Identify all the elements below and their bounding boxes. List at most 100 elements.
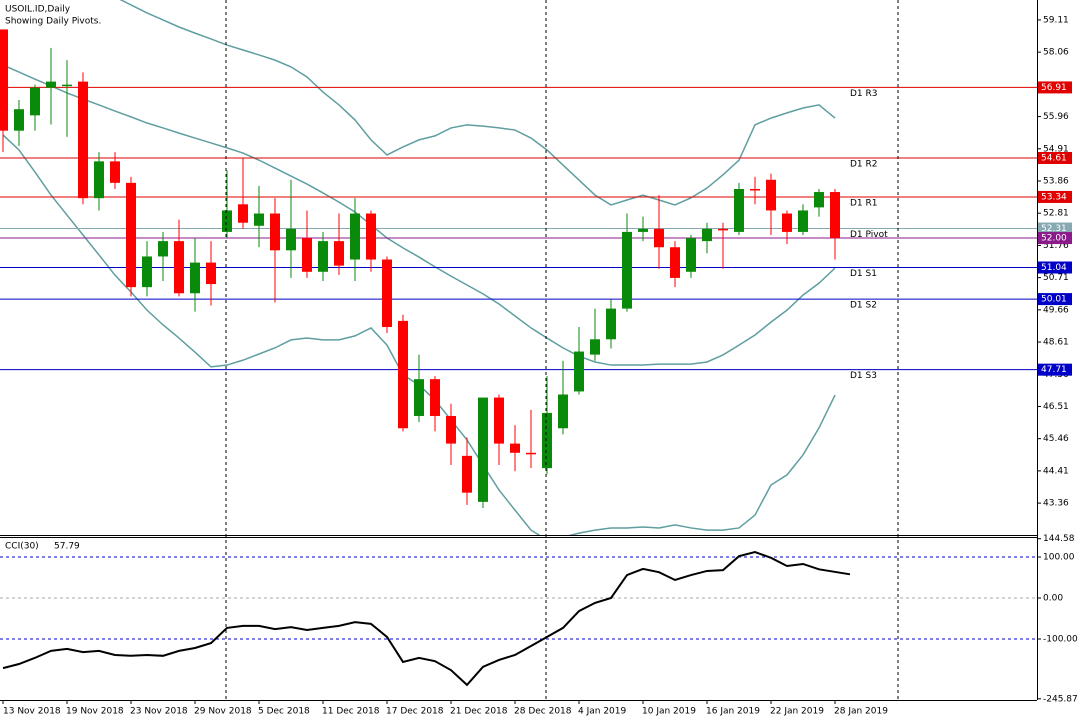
candle-body [158, 241, 168, 257]
candle-body [446, 415, 456, 444]
candle-body [318, 241, 328, 272]
bollinger-middle [2, 64, 836, 366]
candle-body [414, 379, 424, 416]
candle-body [334, 241, 344, 266]
cci-panel [0, 551, 1037, 687]
candle-body [830, 192, 840, 239]
candle-body [302, 238, 312, 272]
candle-body [606, 308, 616, 340]
pivot-value-box [1038, 293, 1072, 306]
y-tick-label: 59.11 [1043, 15, 1069, 25]
candle-body [14, 109, 24, 131]
x-tick-label: 23 Nov 2018 [130, 707, 188, 717]
candle-body [174, 241, 184, 294]
x-tick-label: 22 Jan 2019 [770, 707, 824, 717]
candle-body [526, 452, 536, 455]
y-tick-label: 49.66 [1043, 305, 1069, 315]
candle-body [622, 231, 632, 309]
x-tick-label: 28 Dec 2018 [514, 707, 572, 717]
candle-body [750, 188, 760, 191]
candle-body [62, 84, 72, 87]
candle-body [686, 238, 696, 272]
x-tick-label: 16 Jan 2019 [706, 707, 760, 717]
y-tick-label: 52.81 [1043, 209, 1069, 219]
candle-body [222, 210, 232, 232]
y-tick-label: -100.00 [1043, 634, 1078, 644]
y-tick-label: 55.96 [1043, 112, 1069, 122]
price-panel: D1 R3 D1 R2 D1 R1 D1 Pivot D1 S1 D1 S2 D1 S3 [0, 0, 1037, 535]
candle-body [654, 228, 664, 248]
candle-body [462, 455, 472, 493]
y-tick-label: 0.00 [1043, 594, 1063, 604]
candle-body [590, 339, 600, 355]
candle-body [254, 213, 264, 226]
candle-body [766, 179, 776, 211]
pivot-value: 53.34 [1041, 192, 1067, 202]
pivot-value: 56.91 [1041, 83, 1067, 93]
pivot-value: 51.04 [1041, 263, 1067, 273]
candle-body [734, 188, 744, 232]
candle-body [382, 259, 392, 328]
chart-title: USOIL.ID,Daily [5, 5, 71, 15]
candle-body [782, 213, 792, 232]
pivot-value-box [1038, 190, 1072, 203]
candle-body [110, 161, 120, 183]
pivot-label: D1 R2 [850, 159, 878, 169]
candle-body [142, 256, 152, 288]
indicator-title: CCI(30) [5, 542, 39, 552]
candle-body [350, 213, 360, 260]
y-tick-label: 48.61 [1043, 338, 1069, 348]
x-tick-label: 11 Dec 2018 [322, 707, 380, 717]
x-tick-label: 5 Dec 2018 [258, 707, 310, 717]
pivot-value-box [1038, 363, 1072, 376]
bid-box [1038, 232, 1072, 245]
candle-body [238, 204, 248, 223]
x-tick-label: 28 Jan 2019 [834, 707, 888, 717]
x-tick-label: 19 Nov 2018 [66, 707, 124, 717]
candle-body [718, 228, 728, 231]
y-tick-label: 50.71 [1043, 273, 1069, 283]
y-tick-label: 144.58 [1043, 534, 1075, 544]
pivot-label: D1 S1 [850, 269, 877, 279]
candle-body [670, 247, 680, 278]
axes [0, 0, 1038, 701]
candle-body [206, 262, 216, 285]
labels: USOIL.ID,Daily Showing Daily Pivots. CCI… [5, 5, 101, 552]
candle-body [78, 81, 88, 199]
candle-body [286, 228, 296, 251]
pivot-label: D1 R3 [850, 89, 878, 99]
pivot-label: D1 S2 [850, 301, 877, 311]
x-tick-label: 10 Jan 2019 [642, 707, 696, 717]
pivot-value: 50.01 [1041, 295, 1067, 305]
chart-subtitle: Showing Daily Pivots. [5, 17, 101, 27]
x-tick-label: 13 Nov 2018 [3, 707, 61, 717]
y-tick-label: 43.36 [1043, 499, 1069, 509]
candle-body [126, 182, 136, 288]
pivot-value-box [1038, 151, 1072, 164]
candle-body [638, 228, 648, 232]
candle-body [430, 379, 440, 416]
candle-body [190, 262, 200, 294]
pivot-value-box [1038, 261, 1072, 274]
x-tick-label: 29 Nov 2018 [194, 707, 252, 717]
pivot-label: D1 S3 [850, 371, 877, 381]
candle-body [494, 397, 504, 444]
pivot-value: 52.31 [1041, 224, 1067, 234]
candle-body [270, 213, 280, 251]
candle-body [0, 29, 8, 131]
pivot-value-box [1038, 81, 1072, 94]
y-tick-label: 51.76 [1043, 241, 1069, 251]
x-tick-label: 17 Dec 2018 [386, 707, 444, 717]
y-tick-label: 53.86 [1043, 176, 1069, 186]
candle-body [478, 397, 488, 502]
candle-body [798, 210, 808, 232]
candle-body [94, 161, 104, 199]
x-tick-label: 21 Dec 2018 [450, 707, 508, 717]
x-tick-label: 4 Jan 2019 [578, 707, 626, 717]
y-tick-label: 45.46 [1043, 434, 1069, 444]
candle-body [558, 394, 568, 429]
candle-body [702, 228, 712, 242]
bollinger-upper [119, 0, 836, 206]
